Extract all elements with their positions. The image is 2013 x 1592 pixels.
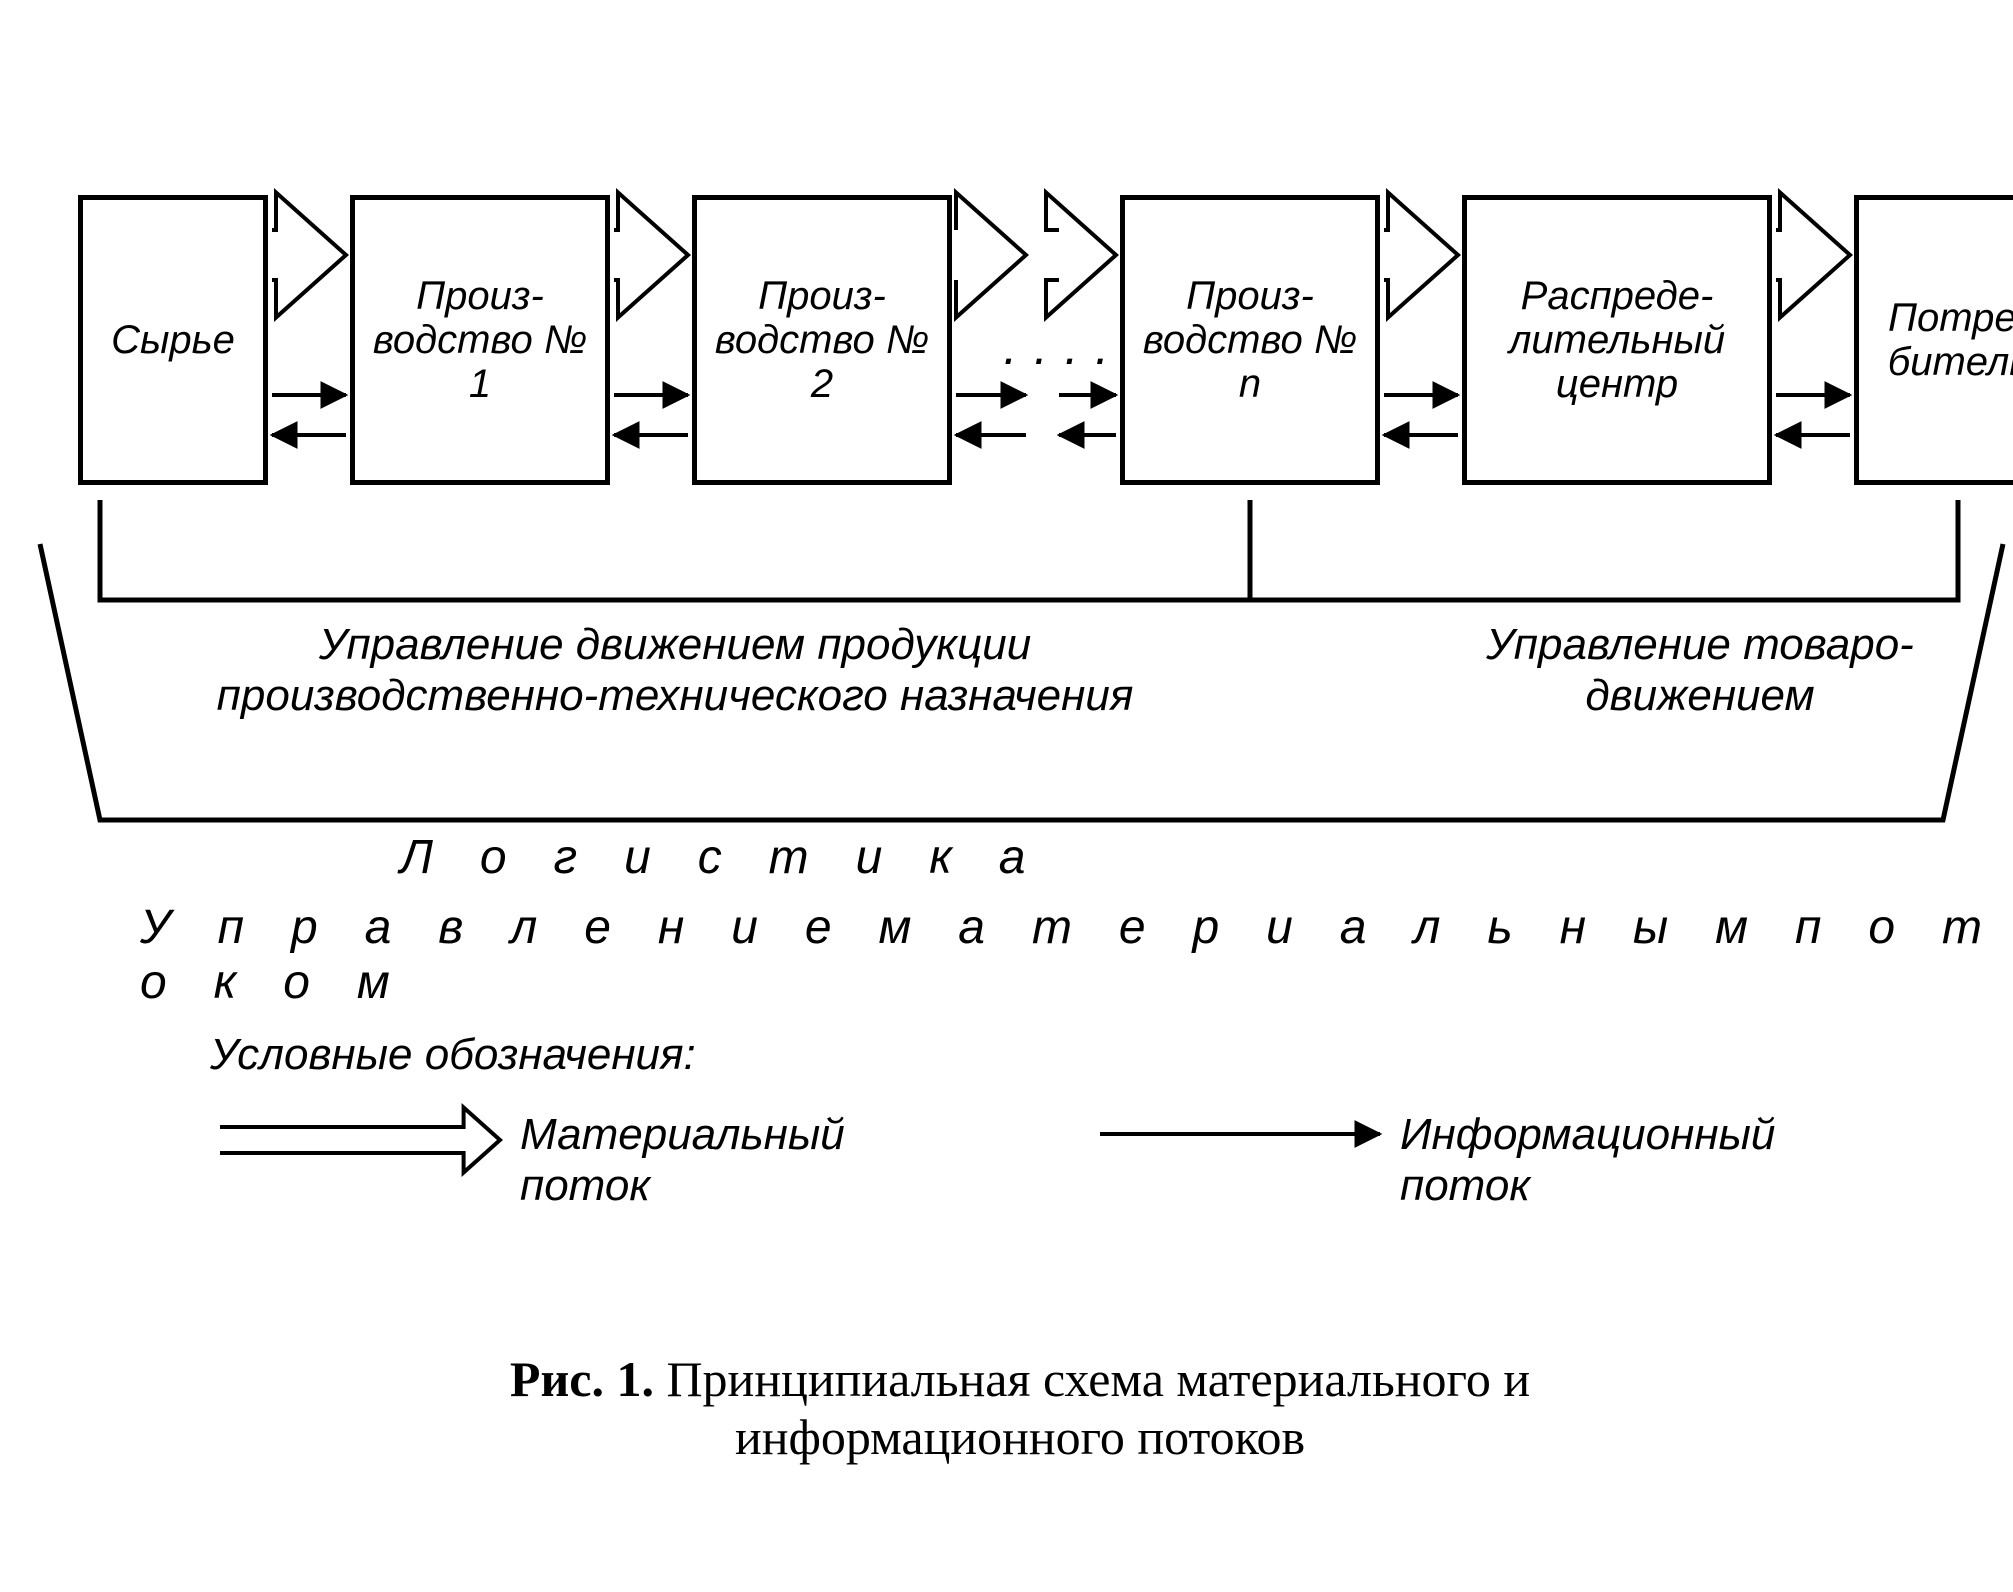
node-label: Потре- битель xyxy=(1865,296,2013,384)
ellipsis: · · · · xyxy=(1000,330,1108,388)
node-label: Произ- водство № n xyxy=(1131,274,1369,406)
section-label-material-flow-mgmt: У п р а в л е н и е м а т е р и а л ь н … xyxy=(140,900,2013,1010)
node-raw-material: Сырье xyxy=(78,195,268,485)
node-label: Сырье xyxy=(111,318,235,362)
node-production-2: Произ- водство № 2 xyxy=(692,195,952,485)
legend-title: Условные обозначения: xyxy=(210,1030,696,1081)
node-production-n: Произ- водство № n xyxy=(1120,195,1380,485)
section-label-logistics: Л о г и с т и к а xyxy=(400,830,1042,885)
node-label: Произ- водство № 1 xyxy=(361,274,599,406)
node-consumer: Потре- битель xyxy=(1854,195,2013,485)
caption-text: Принципиальная схема материального и инф… xyxy=(666,1351,1530,1465)
node-label: Распреде- лительный центр xyxy=(1473,274,1761,406)
diagram-root: Сырье Произ- водство № 1 Произ- водство … xyxy=(0,0,2013,1592)
section-label-goods-flow: Управление товаро- движением xyxy=(1420,620,1980,721)
node-label: Произ- водство № 2 xyxy=(703,274,941,406)
node-distribution-center: Распреде- лительный центр xyxy=(1462,195,1772,485)
legend-material-flow: Материальный поток xyxy=(520,1110,845,1211)
caption-prefix: Рис. 1. xyxy=(510,1351,667,1407)
section-label-production-flow: Управление движением продукции производс… xyxy=(200,620,1150,721)
node-production-1: Произ- водство № 1 xyxy=(350,195,610,485)
legend-information-flow: Информационный поток xyxy=(1400,1110,1775,1211)
figure-caption: Рис. 1. Принципиальная схема материально… xyxy=(420,1350,1620,1466)
